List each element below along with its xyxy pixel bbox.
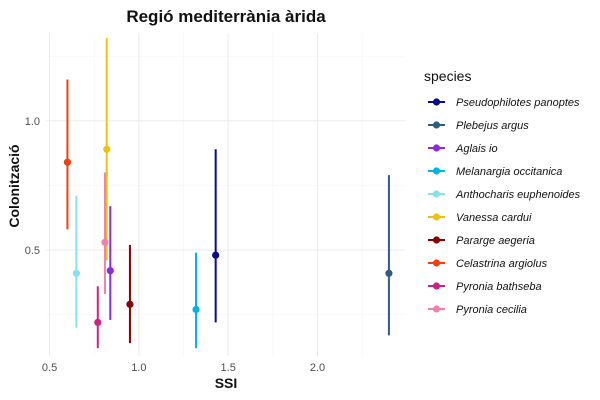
grid: [46, 33, 405, 356]
legend-label: Pararge aegeria: [456, 235, 535, 247]
legend-label: Pyronia bathseba: [456, 281, 542, 293]
legend-key-point: [432, 121, 441, 129]
x-tick-label: 2.0: [310, 362, 325, 374]
legend-item: Vanessa cardui: [428, 212, 532, 224]
legend-item: Anthocharis euphenoides: [428, 189, 581, 201]
legend-key-point: [432, 259, 441, 267]
data-marks: [63, 38, 393, 349]
x-tick-label: 0.5: [42, 362, 57, 374]
x-axis-ticks: 0.5 1.0 1.5 2.0: [42, 362, 325, 374]
legend: species Pseudophilotes panoptes Plebejus …: [424, 68, 581, 316]
legend-key-point: [432, 282, 441, 290]
series-plebejus-argus: [385, 175, 393, 336]
data-point: [94, 318, 102, 327]
legend-item: Melanargia occitanica: [428, 166, 562, 178]
legend-key-point: [432, 98, 441, 106]
legend-label: Anthocharis euphenoides: [455, 189, 581, 201]
series-anthocharis-euphenoides: [72, 195, 80, 328]
legend-key-point: [432, 190, 441, 198]
series-melanargia-occitanica: [192, 252, 200, 349]
legend-item: Pseudophilotes panoptes: [428, 97, 580, 109]
data-point: [106, 267, 114, 275]
x-tick-label: 1.0: [131, 362, 146, 374]
legend-label: Vanessa cardui: [456, 212, 532, 224]
legend-label: Pseudophilotes panoptes: [456, 97, 580, 109]
x-tick-label: 1.5: [221, 362, 236, 374]
data-point: [101, 238, 109, 246]
data-point: [212, 251, 220, 259]
data-point: [192, 305, 200, 314]
x-axis-title: SSI: [215, 375, 238, 391]
legend-item: Plebejus argus: [428, 120, 529, 132]
legend-label: Pyronia cecilia: [456, 304, 527, 316]
legend-key-point: [432, 236, 441, 244]
legend-label: Celastrina argiolus: [456, 258, 548, 270]
legend-key-point: [432, 167, 441, 175]
data-point: [103, 145, 111, 153]
legend-items: Pseudophilotes panoptes Plebejus argus Agl…: [428, 97, 581, 316]
legend-item: Celastrina argiolus: [428, 258, 548, 270]
data-point: [126, 300, 134, 308]
legend-key-point: [432, 144, 441, 152]
series-vanessa-cardui: [103, 38, 111, 261]
series-pyronia-bathseba: [94, 286, 102, 349]
legend-item: Aglais io: [428, 143, 498, 155]
y-tick-label: 1.0: [25, 116, 40, 128]
series-pararge-aegeria: [126, 244, 134, 344]
series-pyronia-cecilia: [101, 172, 109, 294]
data-point: [72, 269, 80, 277]
legend-label: Aglais io: [455, 143, 498, 155]
legend-title: species: [424, 68, 471, 84]
legend-label: Plebejus argus: [456, 120, 529, 132]
chart-title: Regió mediterrània àrida: [126, 7, 326, 26]
legend-item: Pyronia bathseba: [428, 281, 542, 293]
y-axis-title: Colonització: [6, 144, 22, 227]
series-celastrina-argiolus: [63, 79, 72, 230]
legend-item: Pararge aegeria: [428, 235, 535, 247]
series-aglais-io: [106, 206, 114, 320]
legend-key-point: [432, 305, 441, 313]
legend-label: Melanargia occitanica: [456, 166, 562, 178]
legend-key-point: [432, 213, 441, 221]
data-point: [385, 269, 393, 277]
y-tick-label: 0.5: [25, 245, 40, 257]
legend-item: Pyronia cecilia: [428, 304, 527, 316]
data-point: [63, 158, 72, 166]
y-axis-ticks: 0.5 1.0: [25, 116, 40, 257]
series-pseudophilotes-panoptes: [212, 149, 220, 323]
